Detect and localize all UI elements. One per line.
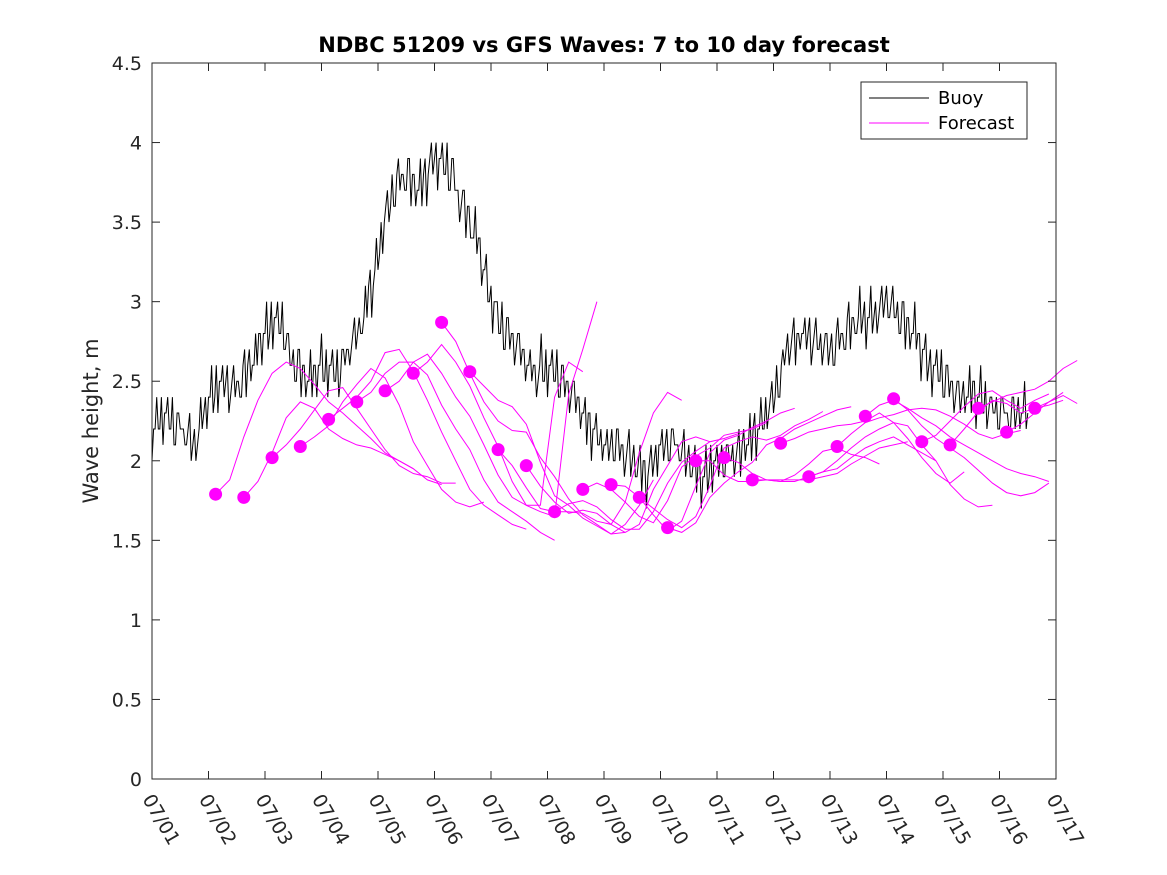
forecast-run-line [808, 422, 993, 508]
y-tick-label: 3.5 [112, 212, 142, 234]
x-tick-label: 07/05 [364, 791, 410, 849]
legend-box [860, 81, 1028, 140]
forecast-run-line [412, 301, 598, 518]
forecast-start-marker [576, 482, 590, 496]
y-axis: 0 0.5 1 1.5 2 2.5 3 3.5 4 4.5 [112, 53, 1056, 791]
legend-buoy-label: Buoy [938, 88, 984, 109]
forecast-start-marker [519, 459, 533, 473]
x-tick-label: 07/06 [420, 791, 466, 849]
y-tick-label: 4.5 [112, 53, 142, 75]
forecast-run-line [667, 406, 852, 533]
forecast-start-marker [209, 487, 223, 501]
forecast-run-line [695, 447, 880, 483]
forecast-start-marker [802, 470, 816, 484]
forecast-run-line [384, 353, 584, 506]
forecast-run-line [921, 390, 1050, 443]
x-tick-label: 07/12 [759, 791, 805, 849]
forecast-run-line [441, 322, 626, 535]
forecast-start-marker [322, 412, 336, 426]
forecast-run-line [554, 433, 739, 530]
y-tick-label: 2 [130, 451, 142, 473]
forecast-run-line [243, 401, 442, 498]
x-tick-label: 07/14 [872, 791, 918, 849]
x-tick-label: 07/16 [985, 791, 1031, 849]
forecast-start-marker [1000, 425, 1014, 439]
y-tick-label: 0 [130, 769, 142, 791]
chart-title: NDBC 51209 vs GFS Waves: 7 to 10 day for… [318, 33, 889, 57]
x-tick-label: 07/13 [816, 791, 862, 849]
forecast-start-markers [209, 315, 1042, 535]
y-tick-label: 0.5 [112, 689, 142, 711]
forecast-run-line [328, 348, 527, 530]
forecast-run-line [356, 361, 555, 541]
forecast-run-line [893, 398, 1050, 497]
forecast-start-marker [915, 435, 929, 449]
x-tick-label: 07/11 [703, 791, 749, 849]
forecast-start-marker [378, 384, 392, 398]
legend: Buoy Forecast [860, 81, 1028, 140]
forecast-start-marker [265, 451, 279, 465]
forecast-start-marker [435, 315, 449, 329]
forecast-start-marker [943, 438, 957, 452]
y-tick-label: 4 [130, 133, 142, 155]
forecast-run-line [469, 371, 654, 535]
forecast-run-line [215, 361, 414, 495]
forecast-start-marker [293, 440, 307, 453]
x-tick-label: 07/15 [929, 791, 975, 849]
forecast-start-marker [548, 505, 562, 519]
forecast-run-line [752, 436, 937, 482]
forecast-run-line [638, 411, 824, 529]
forecast-start-marker [774, 436, 788, 450]
forecast-start-marker [604, 478, 618, 492]
x-tick-label: 07/02 [194, 791, 240, 849]
x-tick-label: 07/01 [138, 791, 184, 849]
x-tick-label: 07/09 [590, 791, 636, 849]
y-tick-label: 2.5 [112, 371, 142, 393]
forecast-series [215, 301, 1078, 541]
forecast-start-marker [661, 521, 675, 535]
legend-forecast-label: Forecast [938, 113, 1014, 134]
y-tick-label: 1.5 [112, 530, 142, 552]
forecast-start-marker [858, 409, 872, 423]
forecast-start-marker [689, 454, 703, 468]
forecast-start-marker [237, 490, 251, 504]
x-tick-label: 07/10 [646, 791, 692, 849]
x-tick-label: 07/08 [533, 791, 579, 849]
x-tick-label: 07/07 [477, 791, 523, 849]
x-tick-label: 07/17 [1042, 791, 1088, 849]
buoy-series [151, 142, 1029, 509]
y-axis-label: Wave height, m [79, 338, 103, 503]
forecast-start-marker [406, 366, 420, 380]
forecast-start-marker [830, 440, 844, 453]
forecast-run-line [271, 387, 456, 484]
y-tick-label: 3 [130, 292, 142, 314]
forecast-start-marker [717, 451, 731, 465]
y-tick-label: 1 [130, 610, 142, 632]
plot-area [152, 63, 1056, 779]
forecast-start-marker [632, 490, 646, 504]
forecast-run-line [949, 391, 1064, 446]
forecast-start-marker [350, 395, 364, 409]
forecast-start-marker [463, 365, 477, 379]
buoy-line [151, 142, 1029, 509]
forecast-start-marker [491, 443, 505, 457]
x-tick-label: 07/04 [307, 791, 353, 849]
forecast-run-line [1006, 394, 1078, 433]
forecast-start-marker [1028, 401, 1042, 415]
forecast-run-line [582, 422, 767, 524]
forecast-run-line [525, 436, 711, 533]
x-tick-label: 07/03 [251, 791, 297, 849]
forecast-start-marker [745, 473, 759, 487]
forecast-start-marker [887, 392, 901, 406]
forecast-start-marker [971, 401, 985, 415]
forecast-run-line [497, 391, 682, 525]
forecast-run-line [978, 360, 1078, 409]
forecast-run-line [780, 412, 965, 484]
